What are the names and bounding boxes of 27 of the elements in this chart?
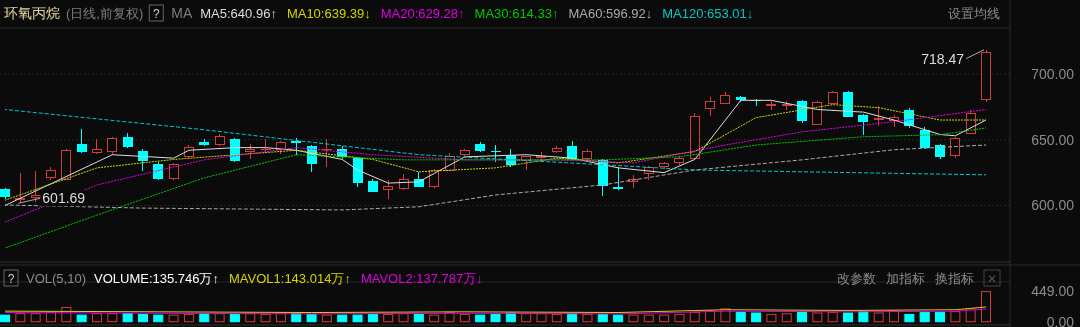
annotation: ? <box>7 272 15 286</box>
annotation: 加指标 <box>886 271 925 286</box>
chart-title: 环氧丙烷 <box>4 5 60 21</box>
y-tick-label: 0.00 <box>1046 314 1075 327</box>
text: MAVOL1:143.014万↑ <box>229 271 351 286</box>
chart-title: VOL(5,10) <box>26 271 86 286</box>
text: MAVOL2:137.787万↓ <box>360 271 483 286</box>
chart-subtitle: (日线,前复权) <box>66 6 144 21</box>
text: MA5:640.96↑ <box>200 6 277 21</box>
annotation: 改参数 <box>837 271 876 286</box>
text: VOLUME:135.746万↑ <box>93 271 219 286</box>
text: MA20:629.28↑ <box>380 6 465 21</box>
y-tick-label: 700.00 <box>1031 66 1075 83</box>
text: 设置均线 <box>948 6 1000 21</box>
text: MA <box>171 5 193 21</box>
annotation: ✕ <box>986 272 998 286</box>
annotation: 换指标 <box>935 271 974 286</box>
y-tick-label: 600.00 <box>1031 197 1075 214</box>
text: MA30:614.33↑ <box>474 6 559 21</box>
text: MA120:653.01↓ <box>662 6 754 21</box>
text: MA60:596.92↓ <box>568 6 653 21</box>
y-tick-label: 650.00 <box>1031 131 1075 148</box>
annotation: 718.47 <box>921 50 965 67</box>
text: MA10:639.39↓ <box>286 6 371 21</box>
y-tick-label: 449.00 <box>1031 283 1075 300</box>
annotation: 601.69 <box>42 190 86 207</box>
text: ? <box>152 7 160 21</box>
